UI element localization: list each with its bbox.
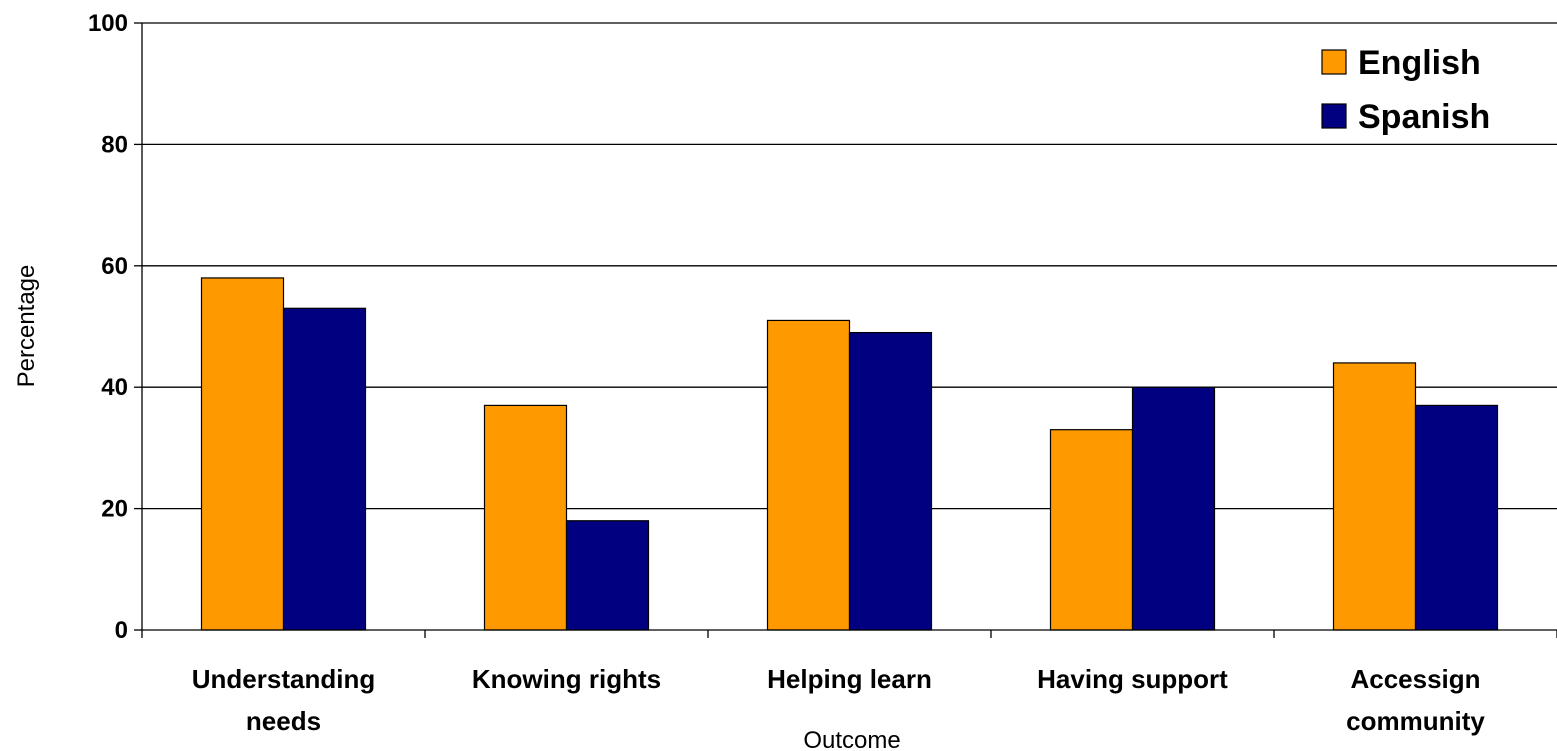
legend: English Spanish	[1321, 44, 1490, 136]
bar-english-4	[1332, 362, 1417, 631]
bar-spanish-0	[282, 307, 367, 631]
bar-english-1	[483, 404, 568, 631]
category-label-0-1: needs	[246, 706, 321, 736]
y-tick-label-2: 40	[101, 374, 128, 401]
x-category-labels: Understanding needs Knowing rights Helping …	[192, 664, 1486, 736]
bar-spanish-2	[848, 331, 933, 631]
y-tick-label-5: 100	[88, 10, 128, 37]
category-label-4-1: community	[1346, 706, 1485, 736]
x-axis-title: Outcome	[803, 727, 900, 751]
y-axis-title: Percentage	[13, 265, 40, 388]
category-label-4-0: Accessign	[1350, 664, 1480, 694]
bar-spanish-4	[1414, 404, 1499, 631]
axes	[134, 22, 1557, 638]
y-tick-labels: 0 20 40 60 80 100	[88, 10, 128, 644]
category-label-0-0: Understanding	[192, 664, 375, 694]
legend-swatch-english	[1321, 49, 1347, 75]
bars	[200, 277, 1499, 631]
category-label-1-0: Knowing rights	[472, 664, 661, 694]
bar-english-2	[766, 319, 851, 631]
legend-label-english: English	[1358, 44, 1481, 82]
category-label-3-0: Having support	[1037, 664, 1228, 694]
bar-spanish-3	[1131, 386, 1216, 631]
bar-spanish-1	[565, 520, 650, 631]
legend-label-spanish: Spanish	[1358, 98, 1490, 136]
bar-english-3	[1049, 429, 1134, 631]
y-tick-label-0: 0	[115, 617, 128, 644]
bar-english-0	[200, 277, 285, 631]
gridlines	[142, 22, 1557, 510]
y-tick-label-4: 80	[101, 131, 128, 158]
y-tick-label-1: 20	[101, 496, 128, 523]
legend-swatch-spanish	[1321, 103, 1347, 129]
category-label-2-0: Helping learn	[767, 664, 932, 694]
y-tick-label-3: 60	[101, 253, 128, 280]
